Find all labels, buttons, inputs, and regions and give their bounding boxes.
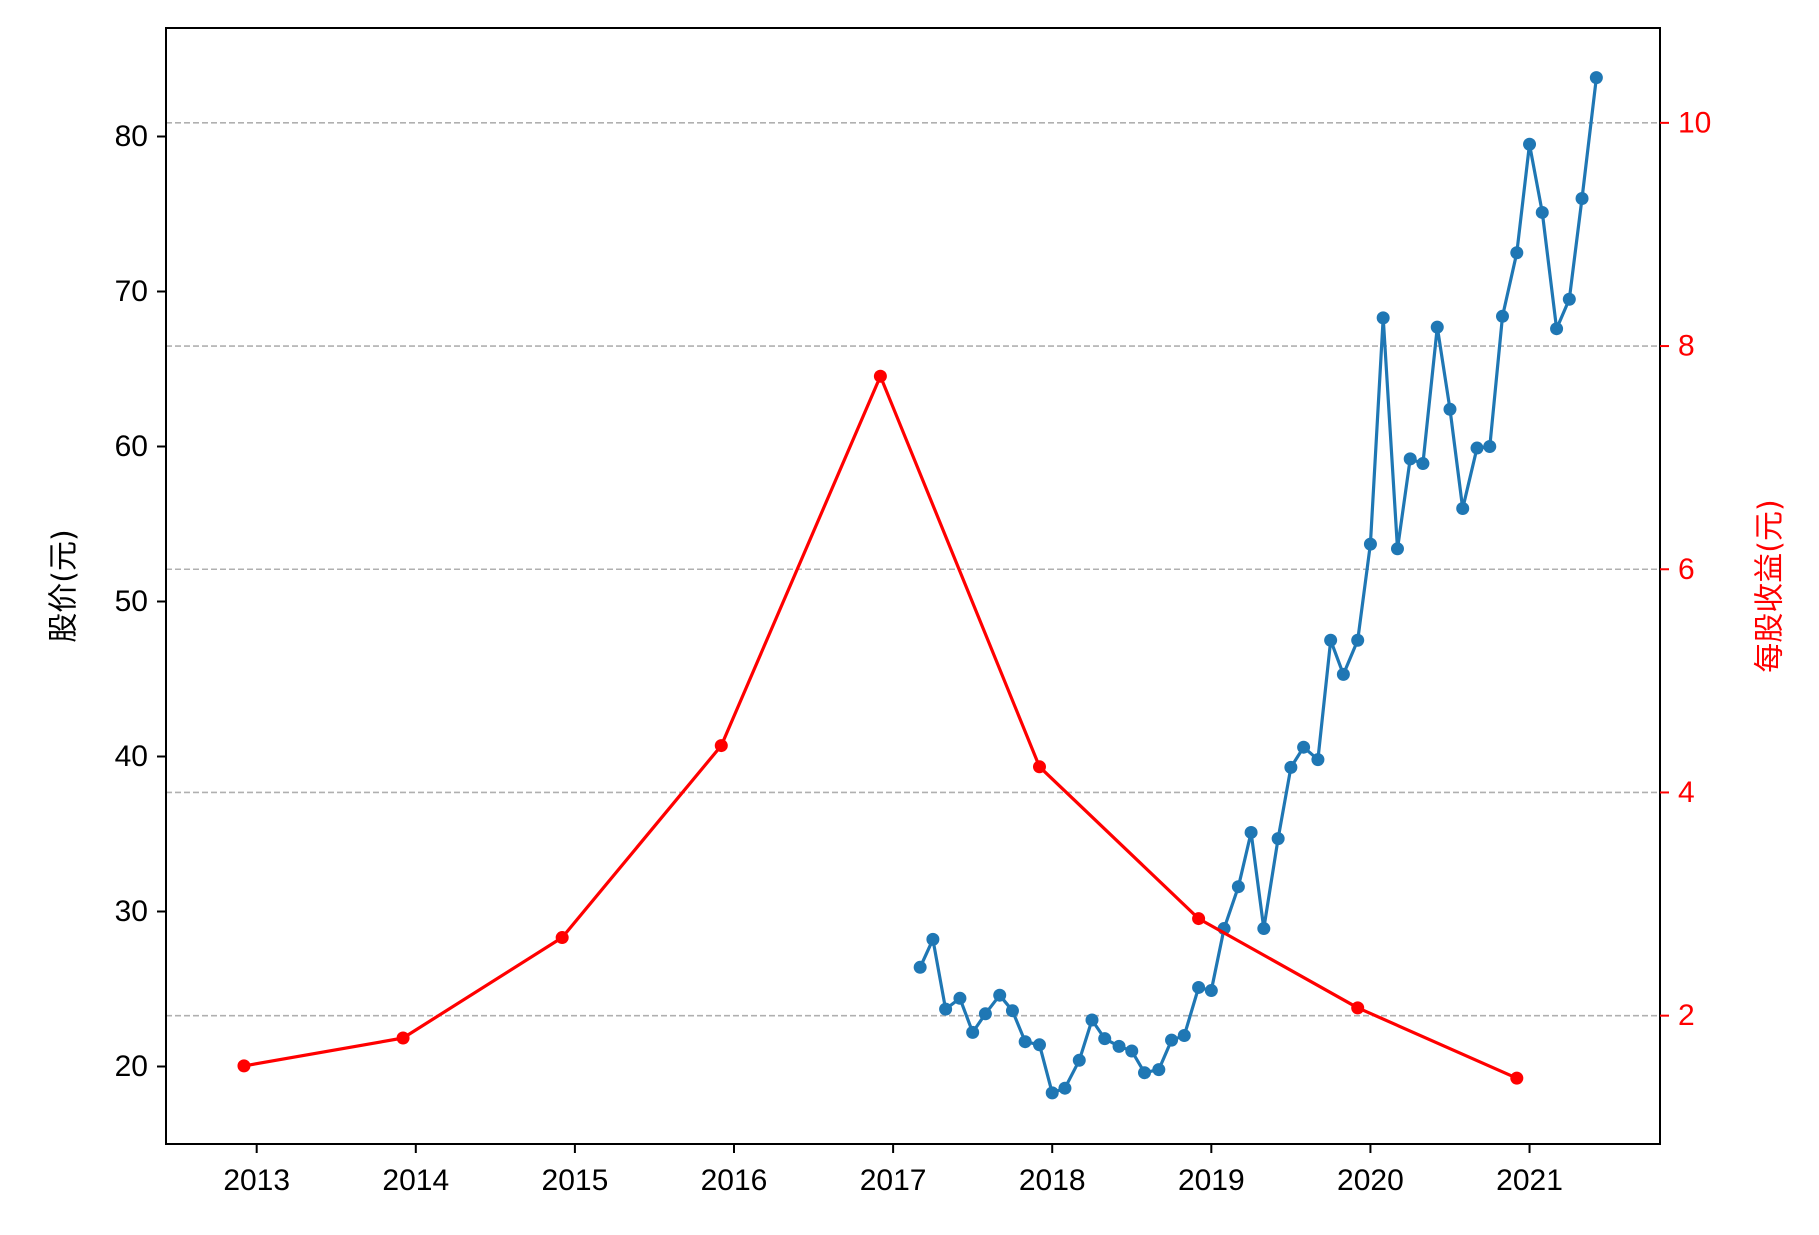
x-tick-label: 2021: [1496, 1164, 1563, 1197]
y-left-tick-label: 80: [115, 120, 148, 153]
price-point: [1495, 309, 1509, 323]
eps-point: [873, 369, 887, 383]
price-point: [1112, 1039, 1126, 1053]
price-point: [1231, 880, 1245, 894]
price-point: [1575, 192, 1589, 205]
y-right-tick-label: 2: [1678, 999, 1695, 1032]
plot-frame: [165, 27, 1661, 1145]
y-left-tick-label: 40: [115, 740, 148, 773]
price-point: [1244, 825, 1258, 839]
price-point: [1032, 1038, 1046, 1052]
price-line: [918, 77, 1598, 1095]
y-axis-right-title: 每股收益(元): [1753, 499, 1788, 672]
y-right-tick-label: 8: [1678, 330, 1695, 363]
price-point: [978, 1007, 992, 1021]
price-point: [1351, 633, 1365, 647]
y-left-tick-label: 50: [115, 585, 148, 618]
eps-point: [1032, 760, 1046, 774]
price-point: [1152, 1063, 1166, 1077]
y-left-tick-label: 70: [115, 275, 148, 308]
y-left-tick-label: 60: [115, 430, 148, 463]
x-tick-label: 2018: [1019, 1164, 1086, 1197]
price-point: [1336, 667, 1350, 681]
price-point: [1177, 1029, 1191, 1042]
price-point: [953, 991, 967, 1005]
price-point: [926, 932, 940, 946]
price-point: [1416, 457, 1430, 471]
y-left-tick-label: 30: [115, 895, 148, 928]
price-point: [1456, 502, 1470, 515]
eps-point: [1351, 1001, 1365, 1015]
price-point: [993, 988, 1007, 1002]
price-point: [1284, 760, 1298, 774]
price-point: [1589, 71, 1603, 85]
x-tick-label: 2015: [542, 1164, 609, 1197]
y-axis-left: 20 30 40 50 60 70 80: [115, 120, 166, 1083]
eps-point: [714, 739, 728, 753]
series-layer: [237, 71, 1603, 1100]
y-axis-left-title: 股价(元): [47, 529, 82, 642]
price-point: [1098, 1032, 1112, 1046]
eps-point: [1192, 912, 1206, 926]
price-point: [1550, 322, 1564, 336]
eps-point: [555, 931, 569, 945]
price-point: [1311, 753, 1325, 767]
y-right-tick-label: 10: [1678, 106, 1711, 139]
y-right-tick-label: 6: [1678, 553, 1695, 586]
price-point: [1137, 1066, 1151, 1080]
price-point: [1510, 246, 1524, 260]
x-axis: 2013 2014 2015 2016 2017 2018 2019 2020 2021: [223, 1144, 1563, 1197]
x-tick-label: 2019: [1178, 1164, 1245, 1197]
price-point: [1058, 1081, 1072, 1095]
price-point: [1390, 542, 1404, 556]
price-point: [1483, 440, 1497, 453]
price-point: [1165, 1033, 1179, 1047]
price-point: [1430, 320, 1444, 334]
price-point: [1005, 1004, 1019, 1018]
y-right-tick-label: 4: [1678, 776, 1695, 809]
price-point: [1403, 452, 1417, 466]
gridlines: [166, 122, 1660, 1017]
price-point: [1192, 980, 1206, 994]
price-point: [939, 1002, 953, 1016]
price-point: [1204, 984, 1218, 998]
x-tick-label: 2020: [1337, 1164, 1404, 1197]
price-point: [1470, 441, 1484, 455]
eps-point: [396, 1031, 410, 1045]
price-point: [1257, 922, 1271, 936]
x-tick-label: 2017: [860, 1164, 927, 1197]
price-point: [1376, 311, 1390, 325]
price-point: [913, 960, 927, 974]
y-left-tick-label: 20: [115, 1050, 148, 1083]
price-point: [1018, 1035, 1032, 1049]
price-point: [1562, 292, 1576, 306]
price-point: [1085, 1013, 1099, 1027]
price-point: [1072, 1053, 1086, 1067]
y-axis-right: 2 4 6 8 10: [1660, 106, 1711, 1032]
price-point: [1443, 402, 1457, 416]
eps-point: [1510, 1071, 1524, 1085]
price-point: [966, 1025, 980, 1039]
price-point: [1297, 740, 1311, 754]
x-tick-label: 2013: [223, 1164, 290, 1197]
price-point: [1363, 537, 1377, 551]
price-point: [1523, 137, 1537, 151]
price-point: [1271, 832, 1285, 846]
price-point: [1535, 205, 1549, 219]
x-tick-label: 2014: [382, 1164, 449, 1197]
x-tick-label: 2016: [701, 1164, 768, 1197]
price-point: [1125, 1044, 1139, 1058]
price-point: [1324, 633, 1338, 647]
eps-point: [237, 1059, 251, 1073]
price-point: [1045, 1086, 1059, 1100]
eps-line: [243, 374, 1518, 1080]
